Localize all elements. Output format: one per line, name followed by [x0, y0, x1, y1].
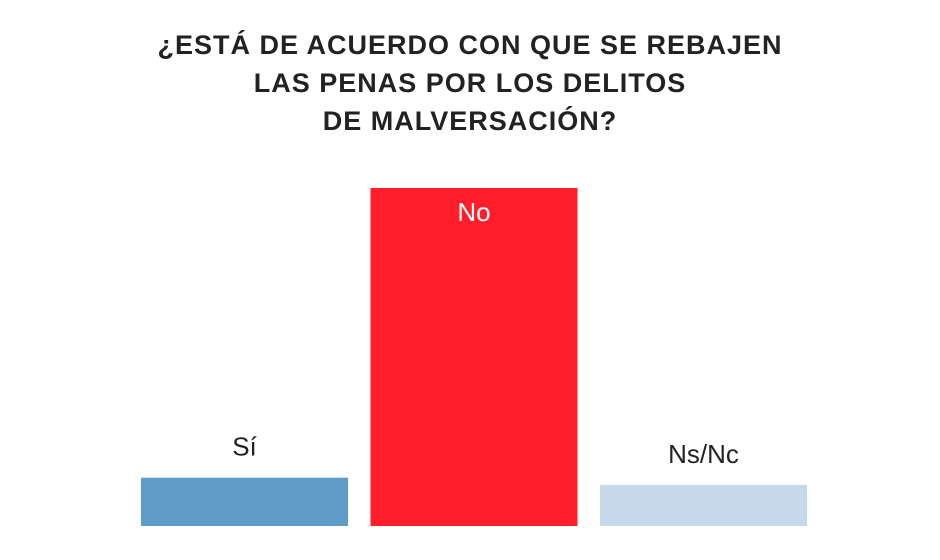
- bar-label: No: [457, 197, 490, 227]
- chart-title-line: DE MALVERSACIÓN?: [322, 106, 618, 136]
- bar-2: [370, 188, 578, 526]
- bar-label: Ns/Nc: [668, 439, 739, 469]
- bar-3: [600, 484, 807, 526]
- chart-title: ¿ESTÁ DE ACUERDO CON QUE SE REBAJEN LAS …: [0, 26, 940, 140]
- chart-title-line: LAS PENAS POR LOS DELITOS: [253, 68, 687, 98]
- bar-1: [141, 477, 348, 526]
- bar-label: Sí: [232, 432, 257, 462]
- chart-title-line: ¿ESTÁ DE ACUERDO CON QUE SE REBAJEN: [157, 30, 783, 60]
